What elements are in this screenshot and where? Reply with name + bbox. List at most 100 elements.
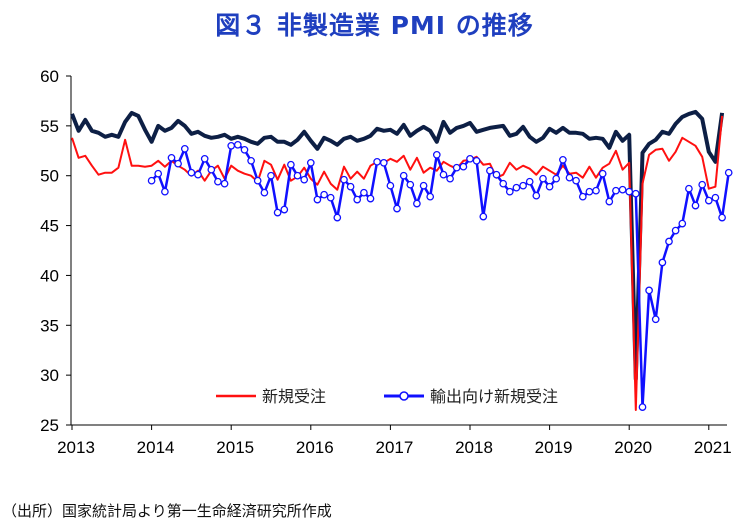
- data-point-export_orders: [512, 183, 521, 192]
- source-note: （出所）国家統計局より第一生命経済研究所作成: [2, 502, 332, 520]
- data-point-export_orders: [360, 188, 368, 197]
- data-point-export_orders: [572, 176, 580, 185]
- y-tick-label: 30: [40, 366, 59, 385]
- data-point-export_orders: [413, 199, 421, 208]
- data-point-export_orders: [479, 212, 488, 221]
- data-point-export_orders: [207, 165, 216, 174]
- data-point-export_orders: [605, 197, 614, 206]
- data-point-export_orders: [698, 180, 707, 189]
- data-point-export_orders: [452, 163, 461, 172]
- data-point-export_orders: [459, 162, 468, 171]
- data-point-export_orders: [386, 181, 395, 190]
- data-point-export_orders: [200, 154, 209, 163]
- series-line-pmi: [70, 109, 725, 382]
- data-point-export_orders: [559, 155, 567, 164]
- data-point-export_orders: [492, 170, 501, 179]
- data-point-export_orders: [260, 188, 269, 197]
- data-point-export_orders: [446, 174, 454, 183]
- legend-export-orders-marker: [399, 391, 409, 401]
- data-point-export_orders: [426, 192, 435, 201]
- data-point-export_orders: [651, 315, 660, 324]
- data-point-export_orders: [379, 158, 388, 167]
- x-tick-label: 2017: [375, 438, 413, 457]
- data-point-export_orders: [220, 179, 229, 188]
- x-tick-label: 2015: [216, 438, 254, 457]
- data-point-export_orders: [439, 170, 448, 179]
- data-point-export_orders: [486, 166, 494, 175]
- data-point-export_orders: [393, 204, 401, 213]
- y-tick-label: 40: [40, 266, 59, 285]
- data-point-export_orders: [665, 237, 673, 246]
- data-point-export_orders: [585, 187, 594, 196]
- data-point-export_orders: [340, 175, 348, 184]
- data-point-export_orders: [658, 258, 667, 267]
- x-tick-label: 2014: [137, 438, 175, 457]
- data-point-export_orders: [691, 201, 700, 210]
- y-tick-label: 25: [40, 416, 59, 435]
- data-point-export_orders: [519, 181, 527, 190]
- data-point-export_orders: [419, 181, 428, 190]
- data-point-export_orders: [525, 177, 534, 186]
- data-point-export_orders: [545, 182, 554, 191]
- legend-export-orders-label: 輸出向け新規受注: [430, 387, 558, 406]
- data-point-export_orders: [227, 141, 236, 150]
- data-point-export_orders: [233, 140, 242, 149]
- data-point-export_orders: [625, 187, 634, 196]
- x-tick-label: 2013: [57, 438, 95, 457]
- data-point-export_orders: [194, 170, 202, 179]
- data-point-export_orders: [346, 182, 355, 191]
- data-point-export_orders: [326, 193, 335, 202]
- data-point-export_orders: [273, 208, 282, 217]
- data-point-export_orders: [578, 192, 587, 201]
- x-tick-label: 2021: [694, 438, 732, 457]
- data-point-export_orders: [592, 186, 600, 195]
- data-point-export_orders: [618, 185, 627, 194]
- data-point-export_orders: [187, 168, 196, 177]
- data-point-export_orders: [472, 156, 481, 165]
- data-point-export_orders: [499, 179, 508, 188]
- legend: 新規受注 輸出向け新規受注: [216, 387, 558, 406]
- data-point-export_orders: [711, 193, 720, 202]
- data-point-export_orders: [704, 196, 713, 205]
- data-point-export_orders: [280, 205, 289, 214]
- data-point-export_orders: [399, 171, 408, 180]
- pmi-line-chart: 25 30 35 40 45 50 55 60 2013 2014 2015 2016 2017 2018…: [40, 67, 733, 457]
- data-point-export_orders: [267, 171, 275, 180]
- data-point-export_orders: [366, 194, 375, 203]
- y-tick-label: 45: [40, 217, 59, 236]
- y-tick-label: 60: [40, 67, 59, 86]
- y-tick-label: 35: [40, 316, 59, 335]
- data-point-export_orders: [147, 176, 156, 185]
- data-point-export_orders: [631, 189, 640, 198]
- data-point-export_orders: [333, 213, 342, 222]
- data-point-export_orders: [466, 154, 474, 163]
- data-point-export_orders: [320, 190, 328, 199]
- data-point-export_orders: [685, 184, 693, 193]
- x-tick-label: 2016: [296, 438, 334, 457]
- series-line-new_orders: [71, 115, 724, 411]
- data-point-export_orders: [180, 144, 189, 153]
- data-point-export_orders: [552, 174, 561, 183]
- data-point-export_orders: [313, 195, 322, 204]
- data-point-export_orders: [353, 195, 362, 204]
- data-point-export_orders: [645, 286, 653, 295]
- data-point-export_orders: [638, 403, 647, 411]
- data-point-export_orders: [432, 150, 441, 159]
- data-point-export_orders: [306, 158, 315, 167]
- data-point-export_orders: [240, 145, 249, 154]
- data-point-export_orders: [161, 187, 169, 196]
- legend-new-orders-label: 新規受注: [262, 387, 326, 406]
- axes: 25 30 35 40 45 50 55 60 2013 2014 2015 2016 2017 2018…: [40, 67, 732, 457]
- data-point-export_orders: [300, 175, 309, 184]
- y-tick-label: 50: [40, 167, 59, 186]
- series-layer: [70, 109, 733, 411]
- data-point-export_orders: [612, 186, 620, 195]
- data-point-export_orders: [539, 174, 547, 183]
- data-point-export_orders: [373, 157, 381, 166]
- data-point-export_orders: [406, 180, 415, 189]
- y-tick-label: 55: [40, 117, 59, 136]
- data-point-export_orders: [565, 173, 574, 182]
- data-point-export_orders: [287, 160, 295, 169]
- data-point-export_orders: [293, 171, 302, 180]
- data-point-export_orders: [167, 153, 176, 162]
